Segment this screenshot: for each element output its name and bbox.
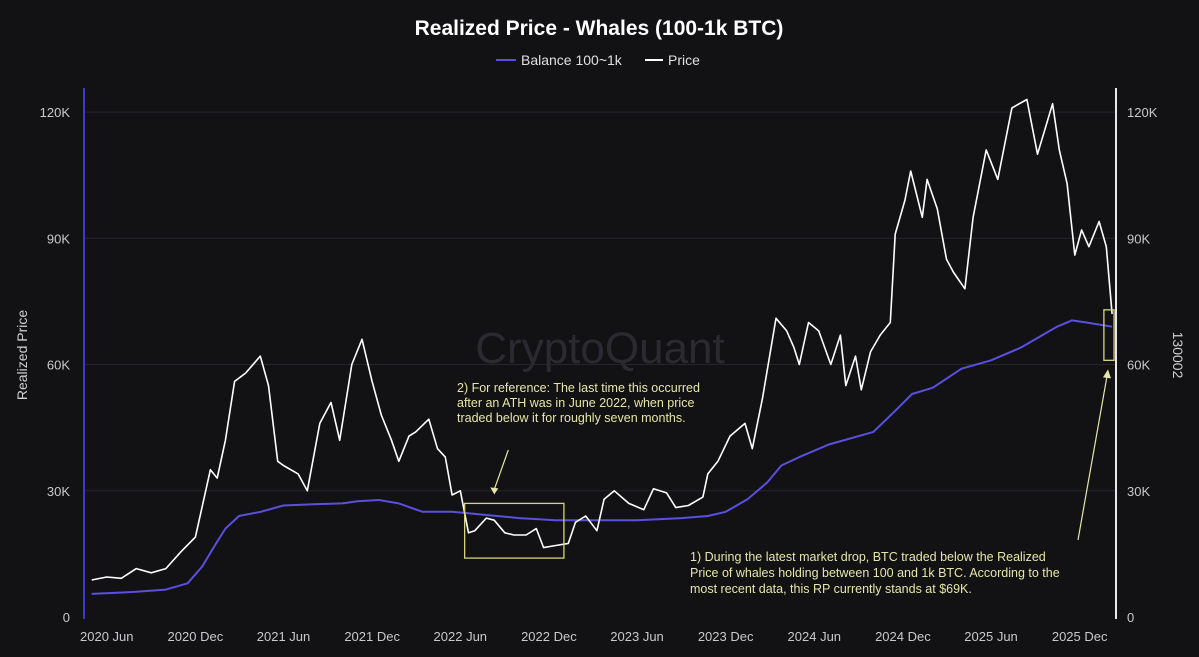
annotation-2-line: 2) For reference: The last time this occ… bbox=[457, 381, 700, 395]
arrow-2 bbox=[493, 449, 509, 490]
grid bbox=[84, 111, 1116, 492]
annotations: 2) For reference: The last time this occ… bbox=[457, 309, 1115, 596]
x-tick-label: 2025 Jun bbox=[964, 629, 1018, 644]
x-tick-label: 2020 Jun bbox=[80, 629, 134, 644]
arrowhead-1 bbox=[1102, 369, 1111, 379]
annotation-2-line: after an ATH was in June 2022, when pric… bbox=[457, 396, 694, 410]
x-tick-label: 2021 Jun bbox=[257, 629, 311, 644]
x-tick-label: 2023 Jun bbox=[610, 629, 664, 644]
legend[interactable]: Balance 100~1k Price bbox=[496, 52, 700, 68]
chart-title: Realized Price - Whales (100-1k BTC) bbox=[415, 17, 784, 40]
annotation-1-line: Price of whales holding between 100 and … bbox=[690, 566, 1060, 580]
x-tick-label: 2024 Dec bbox=[875, 629, 931, 644]
y-tick-label: 0 bbox=[63, 610, 70, 625]
watermark: CryptoQuant bbox=[475, 324, 724, 373]
y-axis-label: Realized Price bbox=[14, 310, 30, 400]
arrowhead-2 bbox=[490, 487, 499, 495]
x-tick-label: 2024 Jun bbox=[788, 629, 842, 644]
annotation-1-line: 1) During the latest market drop, BTC tr… bbox=[690, 550, 1046, 564]
legend-label-price: Price bbox=[668, 52, 700, 68]
y-tick-label: 90K bbox=[47, 231, 70, 246]
y2-tick-label: 120K bbox=[1127, 105, 1158, 120]
annotation-1-line: most recent data, this RP currently stan… bbox=[690, 582, 972, 596]
y2-tick-label: 60K bbox=[1127, 358, 1150, 373]
highlight-box-2026 bbox=[1103, 309, 1115, 361]
legend-label-balance: Balance 100~1k bbox=[521, 52, 623, 68]
y2-axis-label: 130002 bbox=[1170, 332, 1186, 379]
y2-tick-label: 0 bbox=[1127, 610, 1134, 625]
arrow-1 bbox=[1077, 376, 1108, 541]
y2-tick-label: 30K bbox=[1127, 484, 1150, 499]
y-tick-label: 60K bbox=[47, 358, 70, 373]
y2-tick-label: 90K bbox=[1127, 231, 1150, 246]
x-tick-label: 2022 Jun bbox=[434, 629, 488, 644]
x-tick-label: 2025 Dec bbox=[1052, 629, 1108, 644]
price-line bbox=[91, 98, 1113, 581]
x-tick-label: 2021 Dec bbox=[344, 629, 400, 644]
x-tick-label: 2023 Dec bbox=[698, 629, 754, 644]
x-tick-label: 2022 Dec bbox=[521, 629, 577, 644]
balance-line bbox=[91, 319, 1113, 595]
annotation-2-line: traded below it for roughly seven months… bbox=[457, 411, 686, 425]
x-tick-label: 2020 Dec bbox=[168, 629, 224, 644]
y-tick-label: 120K bbox=[40, 105, 71, 120]
highlight-box-2022 bbox=[463, 502, 565, 559]
series bbox=[91, 98, 1113, 595]
y-tick-label: 30K bbox=[47, 484, 70, 499]
axes: 0 30K 60K 90K 120K 0 30K 60K 90K 120K 2020 Jun 2020… bbox=[40, 88, 1158, 644]
